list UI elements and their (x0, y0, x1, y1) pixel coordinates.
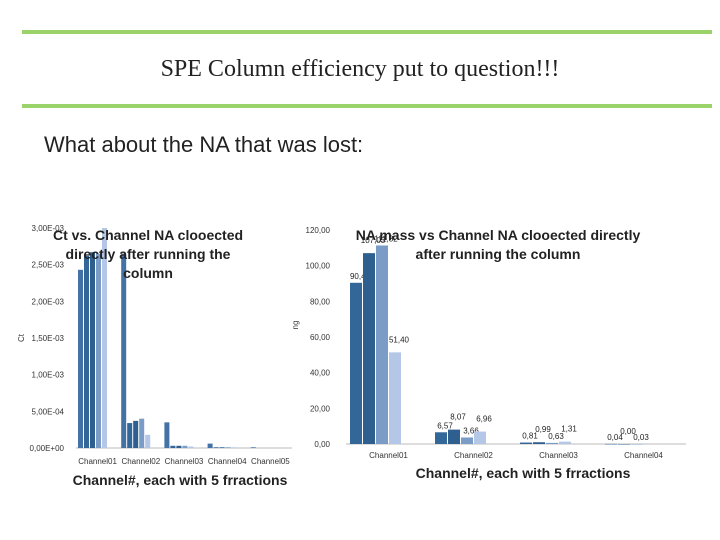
x-tick-label: Channel04 (208, 457, 247, 466)
data-label: 8,07 (450, 413, 466, 422)
data-label: 1,31 (561, 425, 577, 434)
na-mass-chart: 0,00 20,00 40,00 60,00 80,00 100,00 120,00 ng 90… (291, 226, 686, 481)
data-label: 0,04 (607, 433, 623, 442)
chart-title-line: NA mass vs Channel NA clooected directly (356, 227, 641, 243)
y-tick-label: 5,00E-04 (32, 407, 65, 416)
x-tick-label: Channel04 (624, 451, 663, 460)
chart-title-line: after running the column (416, 246, 581, 262)
na-mass-bar (363, 253, 375, 444)
na-mass-bar (474, 431, 486, 444)
data-label: 0,63 (548, 432, 564, 441)
na-mass-bar (350, 282, 362, 444)
ct-bar (182, 445, 188, 448)
chart-title-line: directly after running the (66, 246, 231, 262)
y-tick-label: 3,00E-03 (32, 224, 65, 233)
ct-bar (176, 445, 182, 448)
ct-bar (127, 423, 133, 448)
top-accent-line (22, 30, 712, 34)
x-tick-label: Channel02 (121, 457, 160, 466)
na-mass-bar (520, 442, 532, 444)
na-mass-bar (605, 443, 617, 445)
data-label: 107,03 (361, 236, 386, 245)
y-tick-label: 120,00 (306, 226, 331, 235)
data-label: 6,96 (476, 415, 492, 424)
y-tick-label: 2,00E-03 (32, 297, 65, 306)
y-tick-label: 40,00 (310, 369, 331, 378)
x-axis-caption: Channel#, each with 5 frractions (73, 472, 288, 488)
ct-bar (145, 434, 151, 448)
chart-title-line: column (123, 265, 173, 281)
na-mass-bar (546, 442, 558, 444)
y-tick-label: 20,00 (310, 404, 331, 413)
data-label: 90,40 (350, 272, 371, 281)
na-mass-bar (559, 441, 571, 444)
y-tick-label: 60,00 (310, 333, 331, 342)
data-label: 111,32 (374, 234, 398, 243)
na-mass-bar (389, 352, 401, 444)
na-mass-bar (376, 245, 388, 444)
ct-bar (90, 252, 95, 448)
y-tick-label: 1,50E-03 (32, 334, 65, 343)
ct-bar (84, 255, 89, 448)
ct-bar (139, 418, 145, 448)
ct-bar (170, 445, 176, 448)
y-tick-label: 0,00E+00 (30, 444, 65, 453)
data-label: 3,66 (463, 426, 479, 435)
ct-bar (250, 447, 256, 448)
slide-subtitle: What about the NA that was lost: (44, 132, 364, 157)
ct-bar (96, 253, 101, 448)
na-mass-bar (618, 444, 630, 445)
data-label: 0,81 (522, 432, 538, 441)
y-tick-label: 2,50E-03 (32, 261, 65, 270)
na-mass-bar (631, 443, 643, 445)
na-mass-bar (448, 429, 460, 444)
x-tick-label: Channel02 (454, 451, 493, 460)
ct-bar (231, 447, 237, 448)
ct-bar (78, 269, 83, 448)
x-tick-label: Channel05 (251, 457, 290, 466)
data-label: 51,40 (389, 335, 410, 344)
x-axis-caption: Channel#, each with 5 frractions (416, 465, 631, 481)
y-axis-label: ng (291, 321, 300, 330)
data-label: 0,00 (620, 427, 636, 436)
ct-bar (102, 228, 107, 448)
ct-bar (207, 443, 213, 448)
y-axis-label: Ct (17, 333, 26, 342)
ct-bar (219, 447, 225, 448)
ct-chart: 0,00E+00 5,00E-04 1,00E-03 1,50E-03 2,00E-03… (17, 224, 292, 488)
slide-title: SPE Column efficiency put to question!!! (160, 56, 560, 82)
ct-bar (164, 422, 170, 448)
y-tick-label: 1,00E-03 (32, 371, 65, 380)
x-tick-label: Channel01 (369, 451, 408, 460)
y-tick-label: 0,00 (314, 440, 330, 449)
ct-bar (225, 447, 231, 448)
x-tick-label: Channel01 (78, 457, 117, 466)
y-tick-label: 80,00 (310, 297, 331, 306)
na-mass-bar (435, 432, 447, 444)
x-tick-label: Channel03 (539, 451, 578, 460)
ct-bar (213, 447, 219, 448)
y-tick-label: 100,00 (306, 262, 331, 271)
na-mass-bar (533, 442, 545, 444)
ct-bar (121, 253, 127, 448)
ct-bar (188, 446, 194, 448)
ct-bar (133, 420, 139, 448)
divider-accent-line (22, 104, 712, 108)
data-label: 6,57 (437, 421, 453, 430)
chart-title-line: Ct vs. Channel NA clooected (53, 227, 243, 243)
na-mass-bar (461, 437, 473, 444)
x-tick-label: Channel03 (165, 457, 204, 466)
data-label: 0,99 (535, 425, 551, 434)
data-label: 0,03 (633, 433, 649, 442)
